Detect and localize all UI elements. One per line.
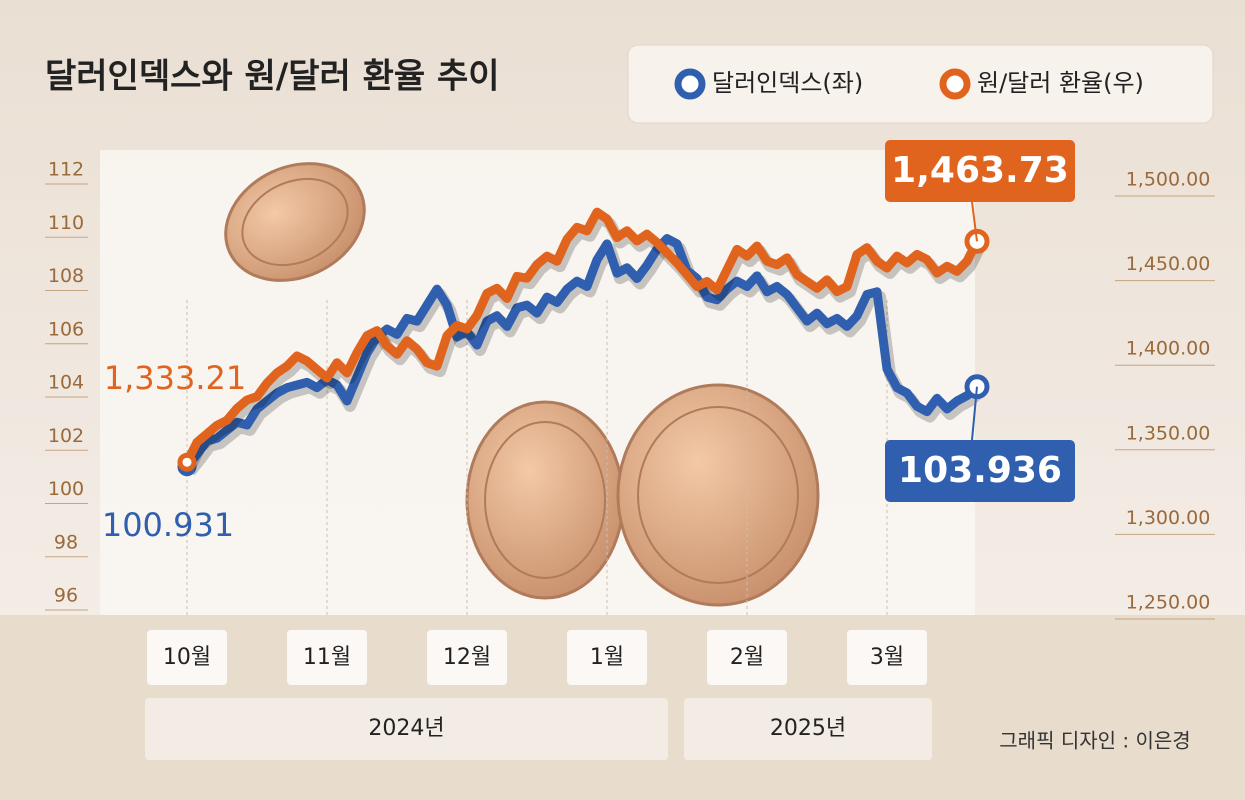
callout-box — [885, 440, 1075, 502]
y-tick-label: 98 — [54, 531, 78, 553]
y-tick-label: 96 — [54, 585, 78, 607]
y2-tick-label: 1,450.00 — [1126, 253, 1211, 275]
x-tick-label: 2월 — [730, 645, 764, 670]
month-box — [287, 630, 367, 685]
y2-tick-label: 1,250.00 — [1126, 592, 1211, 614]
start-label: 1,333.21 — [104, 359, 247, 397]
y2-tick-label: 1,300.00 — [1126, 507, 1211, 529]
year-box — [684, 698, 932, 760]
legend-label: 달러인덱스(좌) — [712, 69, 863, 97]
credit: 그래픽 디자인 : 이은경 — [999, 729, 1190, 753]
x-tick-label: 1월 — [590, 645, 624, 670]
month-box — [427, 630, 507, 685]
y-tick-label: 112 — [48, 159, 84, 181]
y-tick-label: 110 — [48, 212, 84, 234]
month-box — [707, 630, 787, 685]
x-tick-label: 12월 — [443, 645, 491, 670]
y-tick-label: 100 — [48, 478, 84, 500]
end-label: 1,463.73 — [891, 150, 1069, 191]
legend-label: 원/달러 환율(우) — [977, 69, 1144, 97]
chart-title: 달러인덱스와 원/달러 환율 추이 — [45, 57, 500, 97]
y-tick-label: 104 — [48, 372, 84, 394]
x-tick-label: 11월 — [303, 645, 351, 670]
x-tick-label: 3월 — [870, 645, 904, 670]
month-box — [147, 630, 227, 685]
y-tick-label: 106 — [48, 318, 84, 340]
y2-tick-label: 1,500.00 — [1126, 169, 1211, 191]
start-label: 100.931 — [102, 506, 234, 544]
year-label: 2024년 — [368, 716, 444, 741]
callout-pointer — [971, 386, 978, 441]
year-label: 2025년 — [770, 716, 846, 741]
y-tick-label: 102 — [48, 425, 84, 447]
y2-tick-label: 1,350.00 — [1126, 422, 1211, 444]
line-series — [183, 234, 981, 470]
y2-tick-label: 1,400.00 — [1126, 338, 1211, 360]
y-tick-label: 108 — [48, 265, 84, 287]
end-point — [177, 452, 197, 472]
coins — [224, 162, 820, 607]
month-box — [567, 630, 647, 685]
callout-pointer — [971, 201, 978, 242]
legend — [627, 44, 1214, 124]
x-tick-label: 10월 — [163, 645, 211, 670]
year-box — [145, 698, 668, 760]
end-label: 103.936 — [898, 450, 1062, 491]
legend-marker — [674, 68, 706, 100]
line-series — [182, 207, 982, 465]
callout-box — [885, 140, 1075, 202]
month-box — [847, 630, 927, 685]
legend-marker — [939, 68, 971, 100]
